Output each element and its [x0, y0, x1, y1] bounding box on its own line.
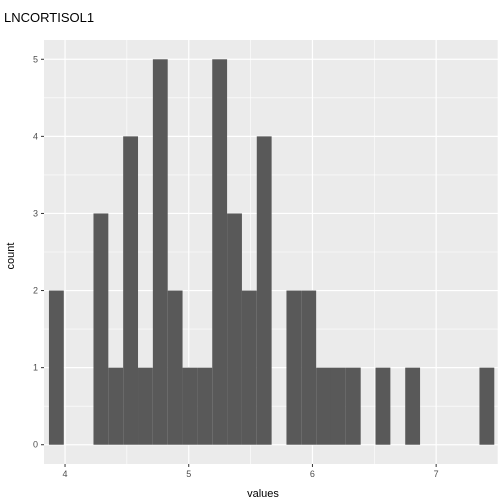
y-tick-label: 0 [33, 440, 38, 450]
histogram-bar [256, 136, 272, 445]
histogram-bar [93, 213, 109, 445]
histogram-bar [330, 367, 346, 445]
histogram-bar [197, 367, 213, 445]
histogram-bar [212, 59, 228, 445]
x-tick-label: 6 [310, 469, 315, 479]
histogram-bars [48, 59, 495, 445]
histogram-bar [152, 59, 168, 445]
histogram-bar [167, 290, 183, 445]
histogram-bar [316, 367, 331, 445]
y-axis: 0 1 2 3 4 5 [33, 54, 44, 450]
x-tick-label: 5 [186, 469, 191, 479]
histogram-bar [48, 290, 64, 445]
histogram-bar [405, 367, 421, 445]
x-tick-label: 4 [63, 469, 68, 479]
x-tick-label: 7 [434, 469, 439, 479]
histogram-bar [301, 290, 317, 445]
histogram-bar [182, 367, 198, 445]
y-axis-label: count [5, 243, 17, 270]
y-tick-label: 5 [33, 54, 38, 64]
histogram-bar [286, 290, 302, 445]
x-axis-label: values [247, 488, 279, 500]
x-axis: 4 5 6 7 [63, 464, 439, 479]
y-tick-label: 2 [33, 286, 38, 296]
histogram-bar [123, 136, 139, 445]
histogram-bar [479, 367, 495, 445]
chart-title: LNCORTISOL1 [4, 10, 94, 25]
histogram-bar [345, 367, 361, 445]
y-tick-label: 1 [33, 363, 38, 373]
histogram-bar [108, 367, 124, 445]
histogram-bar [241, 290, 257, 445]
histogram-bar [138, 367, 153, 445]
histogram-bar [227, 213, 242, 445]
y-tick-label: 3 [33, 208, 38, 218]
y-tick-label: 4 [33, 131, 38, 141]
histogram-bar [375, 367, 391, 445]
